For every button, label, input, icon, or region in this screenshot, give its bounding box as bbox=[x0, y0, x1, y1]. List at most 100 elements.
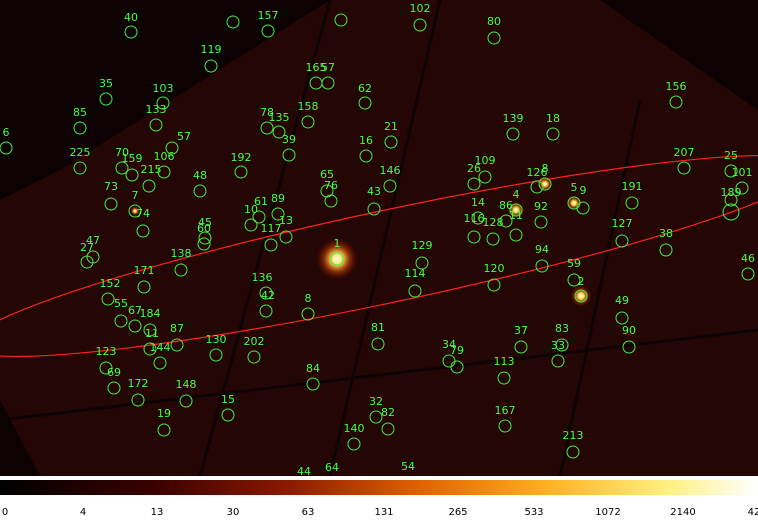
source-label: 114 bbox=[405, 267, 426, 280]
source-label: 144 bbox=[150, 341, 171, 354]
source-label: 123 bbox=[96, 345, 117, 358]
source-label: 55 bbox=[114, 297, 128, 310]
source-label: 129 bbox=[412, 239, 433, 252]
source-label: 103 bbox=[153, 82, 174, 95]
source-label: 54 bbox=[401, 460, 415, 473]
source-label: 46 bbox=[741, 252, 755, 265]
source-label: 82 bbox=[381, 406, 395, 419]
source-label: 171 bbox=[134, 264, 155, 277]
source-label: 158 bbox=[298, 100, 319, 113]
source-label: 102 bbox=[410, 2, 431, 15]
source-label: 109 bbox=[475, 154, 496, 167]
source-label: 8 bbox=[542, 162, 549, 175]
source-label: 184 bbox=[140, 307, 161, 320]
source-label: 4 bbox=[513, 188, 520, 201]
source-label: 43 bbox=[367, 185, 381, 198]
source-label: 79 bbox=[450, 344, 464, 357]
source-label: 39 bbox=[282, 133, 296, 146]
source-label: 113 bbox=[494, 355, 515, 368]
source-label: 7 bbox=[132, 189, 139, 202]
source-label: 213 bbox=[563, 429, 584, 442]
source-label: 76 bbox=[324, 179, 338, 192]
source-label: 192 bbox=[231, 151, 252, 164]
source-label: 57 bbox=[177, 130, 191, 143]
source-label: 25 bbox=[724, 149, 738, 162]
source-label: 157 bbox=[258, 9, 279, 22]
source-label: 152 bbox=[100, 277, 121, 290]
source-label: 42 bbox=[261, 289, 275, 302]
colorbar-tick-label: 131 bbox=[374, 507, 393, 518]
source-label: 14 bbox=[471, 196, 485, 209]
screenshot: 4015710280119351031655762851331587813539… bbox=[0, 0, 758, 520]
source-label: 87 bbox=[170, 322, 184, 335]
source-label: 11 bbox=[145, 327, 159, 340]
source-label: 139 bbox=[503, 112, 524, 125]
source-label: 40 bbox=[124, 11, 138, 24]
source-label: 47 bbox=[86, 234, 100, 247]
source-label: 215 bbox=[141, 163, 162, 176]
source-label: 85 bbox=[73, 106, 87, 119]
colorbar bbox=[0, 480, 758, 495]
source-label: 57 bbox=[321, 61, 335, 74]
colorbar-tick-label: 30 bbox=[227, 507, 240, 518]
source-label: 84 bbox=[306, 362, 320, 375]
source-label: 1 bbox=[334, 237, 341, 250]
source-label: 92 bbox=[534, 200, 548, 213]
source-label: 101 bbox=[732, 166, 753, 179]
source-label: 8 bbox=[305, 292, 312, 305]
source-label: 74 bbox=[136, 207, 150, 220]
source-label: 62 bbox=[358, 82, 372, 95]
colorbar-tick-label: 1072 bbox=[595, 507, 620, 518]
source-label: 156 bbox=[666, 80, 687, 93]
source-label: 11 bbox=[509, 209, 523, 222]
source-label: 81 bbox=[371, 321, 385, 334]
source-label: 146 bbox=[380, 164, 401, 177]
source-label: 120 bbox=[484, 262, 505, 275]
source-label: 48 bbox=[193, 169, 207, 182]
source-label: 172 bbox=[128, 377, 149, 390]
colorbar-tick-label: 4 bbox=[80, 507, 86, 518]
colorbar-tick-label: 42 bbox=[748, 507, 758, 518]
source-label: 133 bbox=[146, 103, 167, 116]
source-label: 15 bbox=[221, 393, 235, 406]
source-label: 128 bbox=[483, 216, 504, 229]
source-label: 117 bbox=[261, 222, 282, 235]
source-label: 90 bbox=[622, 324, 636, 337]
source-label: 136 bbox=[252, 271, 273, 284]
source-label: 135 bbox=[269, 111, 290, 124]
source-label: 64 bbox=[325, 461, 339, 474]
source-label: 127 bbox=[612, 217, 633, 230]
source-label: 60 bbox=[197, 222, 211, 235]
colorbar-tick-label: 0 bbox=[2, 507, 8, 518]
source-label: 21 bbox=[384, 120, 398, 133]
source-label: 16 bbox=[359, 134, 373, 147]
source-label: 37 bbox=[514, 324, 528, 337]
colorbar-tick-label: 265 bbox=[448, 507, 467, 518]
source-label: 106 bbox=[154, 150, 175, 163]
source-label: 18 bbox=[546, 112, 560, 125]
source-label: 9 bbox=[580, 184, 587, 197]
source-label: 59 bbox=[567, 257, 581, 270]
source-label: 116 bbox=[464, 212, 485, 225]
source-label: 33 bbox=[551, 339, 565, 352]
source-label: 35 bbox=[99, 77, 113, 90]
source-label: 140 bbox=[344, 422, 365, 435]
source-label: 2 bbox=[578, 275, 585, 288]
source-label: 89 bbox=[271, 192, 285, 205]
source-label: 159 bbox=[122, 152, 143, 165]
source-label: 225 bbox=[70, 146, 91, 159]
source-label: 202 bbox=[244, 335, 265, 348]
colorbar-tick-label: 2140 bbox=[670, 507, 695, 518]
source-label: 119 bbox=[201, 43, 222, 56]
source-label: 80 bbox=[487, 15, 501, 28]
source-label: 61 bbox=[254, 195, 268, 208]
source-label: 49 bbox=[615, 294, 629, 307]
source-label: 19 bbox=[157, 407, 171, 420]
source-label: 94 bbox=[535, 243, 549, 256]
source-label: 73 bbox=[104, 180, 118, 193]
source-label: 6 bbox=[3, 126, 10, 139]
colorbar-tick-label: 63 bbox=[302, 507, 315, 518]
source-label: 38 bbox=[659, 227, 673, 240]
source-label: 189 bbox=[721, 186, 742, 199]
